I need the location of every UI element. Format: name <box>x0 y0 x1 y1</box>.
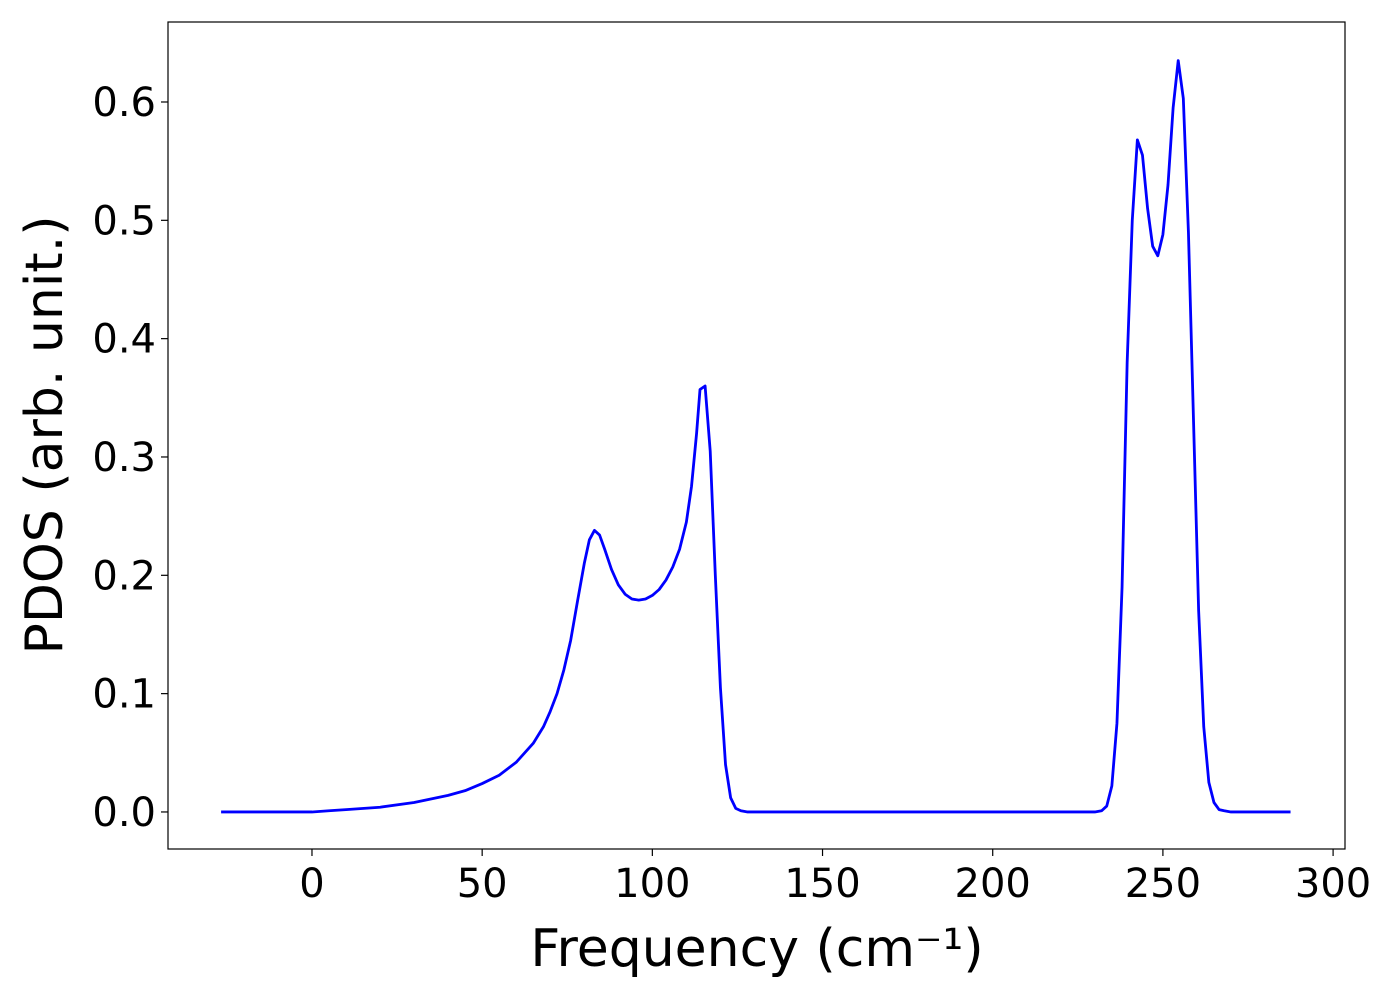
plot-frame <box>167 21 1346 850</box>
x-tick-label: 0 <box>299 861 324 907</box>
x-tick-label: 200 <box>955 861 1031 907</box>
y-tick-label: 0.3 <box>92 435 156 481</box>
x-tick-label: 100 <box>614 861 690 907</box>
x-axis-label: Frequency (cm⁻¹) <box>530 919 983 979</box>
data-line <box>221 59 1291 814</box>
y-axis-label: PDOS (arb. unit.) <box>15 215 75 654</box>
y-tick-label: 0.1 <box>92 672 156 718</box>
y-tick-label: 0.4 <box>92 317 156 363</box>
x-tick-label: 300 <box>1295 861 1371 907</box>
y-tick-label: 0.2 <box>92 553 156 599</box>
x-tick-label: 250 <box>1125 861 1201 907</box>
x-tick-label: 150 <box>784 861 860 907</box>
y-tick-label: 0.0 <box>92 790 156 836</box>
x-tick-label: 50 <box>457 861 508 907</box>
y-tick-label: 0.6 <box>92 80 156 126</box>
y-tick-label: 0.5 <box>92 198 156 244</box>
